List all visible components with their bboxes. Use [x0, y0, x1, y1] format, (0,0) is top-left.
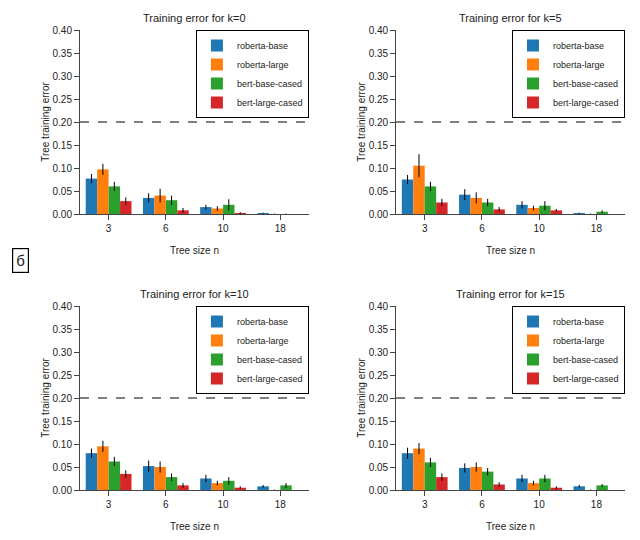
svg-text:10: 10: [217, 223, 229, 234]
svg-text:0.35: 0.35: [369, 324, 389, 335]
svg-text:Tree training error: Tree training error: [40, 82, 51, 162]
svg-text:6: 6: [479, 499, 485, 510]
svg-text:0.25: 0.25: [53, 370, 73, 381]
svg-text:roberta-base: roberta-base: [553, 317, 604, 327]
svg-text:0.15: 0.15: [369, 416, 389, 427]
svg-text:0.25: 0.25: [53, 94, 73, 105]
svg-text:18: 18: [275, 223, 287, 234]
svg-text:Training error for k=10: Training error for k=10: [140, 288, 249, 300]
svg-text:0.30: 0.30: [53, 347, 73, 358]
svg-text:18: 18: [591, 499, 603, 510]
svg-text:Training error for k=0: Training error for k=0: [143, 12, 246, 24]
svg-text:0.10: 0.10: [53, 163, 73, 174]
svg-text:0.25: 0.25: [369, 370, 389, 381]
svg-text:Tree size n: Tree size n: [170, 245, 219, 256]
svg-text:0.05: 0.05: [369, 186, 389, 197]
svg-text:bert-large-cased: bert-large-cased: [553, 98, 619, 108]
svg-text:3: 3: [422, 223, 428, 234]
svg-text:bert-base-cased: bert-base-cased: [237, 79, 302, 89]
svg-text:roberta-large: roberta-large: [553, 336, 605, 346]
svg-text:0.00: 0.00: [53, 209, 73, 220]
svg-text:roberta-large: roberta-large: [553, 60, 605, 70]
svg-text:0.05: 0.05: [53, 186, 73, 197]
svg-text:0.05: 0.05: [369, 462, 389, 473]
svg-text:0.30: 0.30: [369, 71, 389, 82]
svg-text:0.40: 0.40: [53, 301, 73, 312]
svg-text:Tree size n: Tree size n: [170, 521, 219, 532]
svg-text:0.15: 0.15: [53, 416, 73, 427]
svg-text:0.30: 0.30: [53, 71, 73, 82]
svg-text:0.20: 0.20: [369, 393, 389, 404]
svg-text:roberta-large: roberta-large: [237, 60, 289, 70]
svg-text:Tree training error: Tree training error: [356, 358, 367, 438]
svg-text:0.10: 0.10: [53, 439, 73, 450]
svg-text:Tree training error: Tree training error: [40, 358, 51, 438]
svg-text:0.00: 0.00: [53, 485, 73, 496]
svg-text:0.00: 0.00: [369, 209, 389, 220]
svg-text:bert-base-cased: bert-base-cased: [237, 355, 302, 365]
svg-text:10: 10: [217, 499, 229, 510]
svg-text:Tree size n: Tree size n: [486, 245, 535, 256]
svg-text:0.10: 0.10: [369, 163, 389, 174]
svg-text:6: 6: [163, 499, 169, 510]
svg-text:0.40: 0.40: [53, 25, 73, 36]
svg-text:0.35: 0.35: [53, 48, 73, 59]
svg-text:0.20: 0.20: [369, 117, 389, 128]
svg-text:roberta-large: roberta-large: [237, 336, 289, 346]
svg-text:bert-large-cased: bert-large-cased: [553, 374, 619, 384]
svg-text:б: б: [16, 252, 25, 269]
svg-text:0.30: 0.30: [369, 347, 389, 358]
svg-text:3: 3: [106, 499, 112, 510]
svg-text:Tree training error: Tree training error: [356, 82, 367, 162]
svg-text:10: 10: [534, 223, 546, 234]
svg-text:6: 6: [163, 223, 169, 234]
svg-text:Training error for k=15: Training error for k=15: [456, 288, 565, 300]
svg-text:6: 6: [479, 223, 485, 234]
svg-text:18: 18: [591, 223, 603, 234]
svg-text:0.05: 0.05: [53, 462, 73, 473]
svg-text:bert-large-cased: bert-large-cased: [237, 374, 303, 384]
svg-text:roberta-base: roberta-base: [237, 41, 288, 51]
svg-text:roberta-base: roberta-base: [237, 317, 288, 327]
svg-text:0.20: 0.20: [53, 117, 73, 128]
svg-text:0.35: 0.35: [369, 48, 389, 59]
svg-text:18: 18: [275, 499, 287, 510]
svg-text:0.10: 0.10: [369, 439, 389, 450]
svg-text:0.35: 0.35: [53, 324, 73, 335]
svg-text:bert-base-cased: bert-base-cased: [553, 355, 618, 365]
svg-text:0.40: 0.40: [369, 25, 389, 36]
svg-text:Training error for k=5: Training error for k=5: [459, 12, 562, 24]
svg-text:3: 3: [422, 499, 428, 510]
svg-text:Tree size n: Tree size n: [486, 521, 535, 532]
svg-text:roberta-base: roberta-base: [553, 41, 604, 51]
svg-text:bert-large-cased: bert-large-cased: [237, 98, 303, 108]
svg-text:0.25: 0.25: [369, 94, 389, 105]
svg-text:bert-base-cased: bert-base-cased: [553, 79, 618, 89]
svg-text:0.15: 0.15: [53, 140, 73, 151]
svg-text:10: 10: [534, 499, 546, 510]
svg-text:0.40: 0.40: [369, 301, 389, 312]
svg-text:0.15: 0.15: [369, 140, 389, 151]
svg-text:3: 3: [106, 223, 112, 234]
svg-text:0.20: 0.20: [53, 393, 73, 404]
svg-text:0.00: 0.00: [369, 485, 389, 496]
